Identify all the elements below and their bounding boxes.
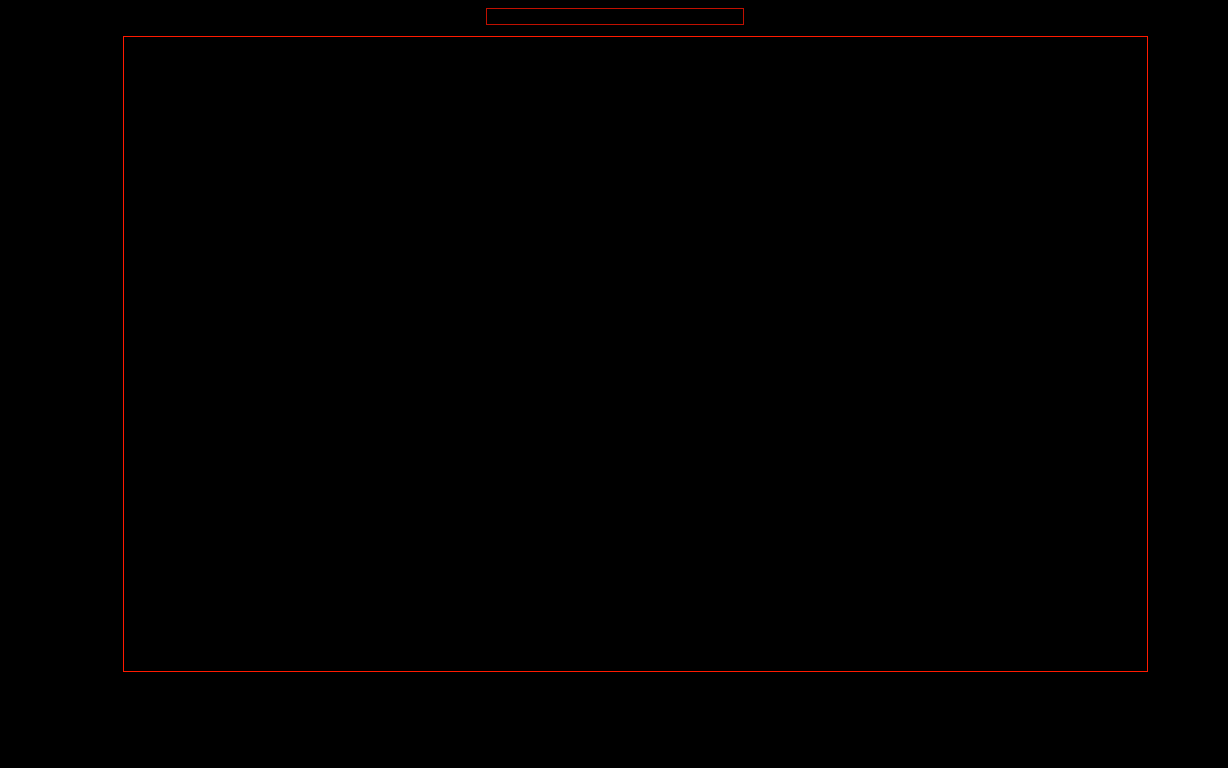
plot-frame [123,36,1148,672]
colorbar [486,8,744,25]
colorbar-gradient [487,9,743,24]
spectrogram-image [124,37,1147,671]
